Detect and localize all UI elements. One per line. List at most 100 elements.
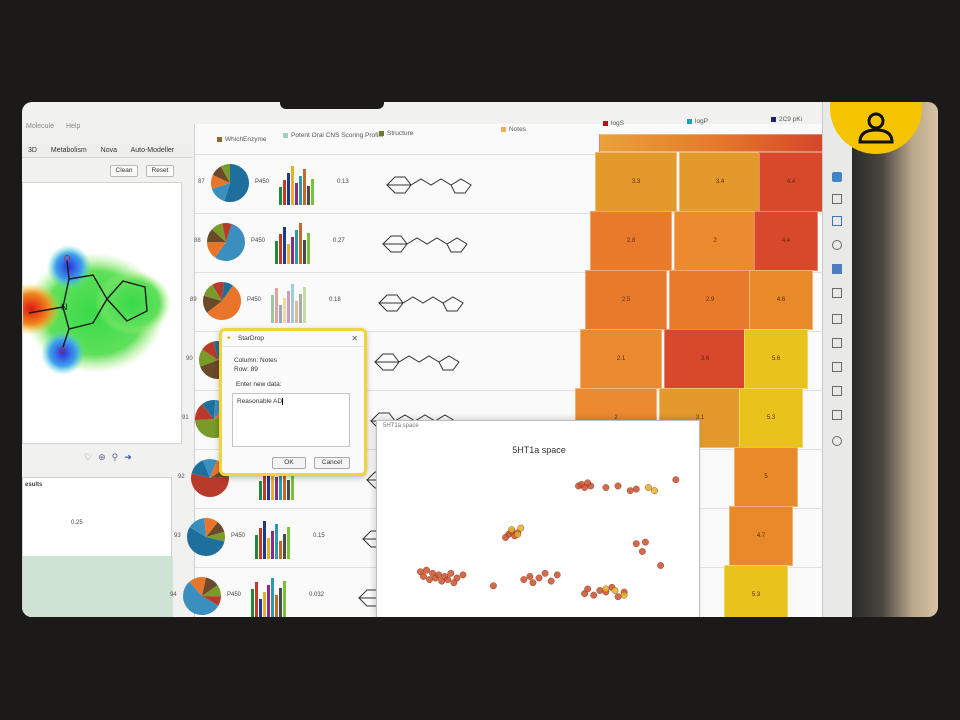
structure-swatch xyxy=(379,131,384,136)
arrow-right-icon[interactable]: ➜ xyxy=(124,452,132,462)
cns-bar xyxy=(287,173,290,205)
cns-bar xyxy=(287,480,290,500)
table-icon[interactable] xyxy=(832,216,842,226)
heatmap-cell[interactable]: 4.4 xyxy=(754,211,818,271)
row-number: 91 xyxy=(182,415,189,421)
cns-bar-chart xyxy=(271,284,306,323)
heatmap-cell[interactable]: 2.5 xyxy=(585,270,667,330)
scatter-point xyxy=(596,587,604,594)
app-window: Molecule Help 3D Metabolism Nova Auto-Mo… xyxy=(22,102,827,617)
refresh-icon[interactable] xyxy=(832,386,842,396)
cns-bar xyxy=(263,474,266,500)
flask-icon[interactable] xyxy=(832,172,842,182)
cns-bar xyxy=(287,291,290,323)
tab-metabolism[interactable]: Metabolism xyxy=(50,147,87,154)
ok-button[interactable]: OK xyxy=(272,457,306,469)
heatmap-cell[interactable]: 3.3 xyxy=(595,152,677,212)
viewer-toolbar: ♡ ⊕ ⚲ ➜ xyxy=(84,452,180,466)
col-header-enzyme[interactable]: WhichEnzyme xyxy=(217,136,267,143)
cancel-button[interactable]: Cancel xyxy=(314,457,350,469)
col-header-structure[interactable]: Structure xyxy=(379,130,413,137)
tab-nova[interactable]: Nova xyxy=(100,147,117,154)
heatmap-cell[interactable]: 5.3 xyxy=(724,565,788,617)
link-icon[interactable] xyxy=(832,362,842,372)
col-header-logs[interactable]: logS xyxy=(603,120,624,127)
cns-bar xyxy=(295,301,298,323)
heatmap-cell[interactable]: 2.9 xyxy=(669,270,751,330)
row-number: 88 xyxy=(194,238,201,244)
zoom-icon[interactable] xyxy=(832,240,842,250)
heatmap-cell[interactable]: 2.1 xyxy=(580,329,662,389)
heatmap-cell[interactable]: 4.6 xyxy=(749,270,813,330)
heatmap-cell[interactable]: 4.4 xyxy=(759,152,823,212)
results-value: 0.25 xyxy=(71,520,83,526)
compare-icon[interactable] xyxy=(832,314,842,324)
settings-icon[interactable] xyxy=(832,410,842,420)
scatter-plot xyxy=(417,476,680,601)
logs-swatch xyxy=(603,121,608,126)
col-header-notes[interactable]: Notes xyxy=(501,126,526,133)
chart-icon[interactable] xyxy=(832,264,842,274)
table-row[interactable]: 88 P450 0.27 xyxy=(194,213,823,271)
cns-bar-chart xyxy=(275,223,310,264)
col-header-pki[interactable]: 2C9 pKi xyxy=(771,116,802,123)
menu-help[interactable]: Help xyxy=(65,123,81,130)
help-icon[interactable] xyxy=(832,436,842,446)
cns-bar xyxy=(283,180,286,205)
pie-slice xyxy=(211,223,226,242)
scatter-window[interactable]: 5HT1a space 5HT1a space xyxy=(376,420,700,617)
grid-icon[interactable] xyxy=(832,194,842,204)
heatmap-cell[interactable]: 4.7 xyxy=(729,506,793,566)
scatter-point xyxy=(657,562,664,569)
search-icon[interactable]: ⚲ xyxy=(111,452,119,462)
heatmap-cell[interactable]: 5.3 xyxy=(739,388,803,448)
cns-bar-chart xyxy=(251,578,286,617)
tab-3d[interactable]: 3D xyxy=(28,147,37,154)
menu-molecule[interactable]: Molecule xyxy=(26,123,55,130)
heart-icon[interactable]: ♡ xyxy=(84,452,93,462)
enzyme-pie-chart xyxy=(203,282,241,320)
pie-slice xyxy=(206,285,241,320)
col-structure-label: Structure xyxy=(387,130,414,137)
reset-button[interactable]: Reset xyxy=(146,165,174,177)
heatmap-cell[interactable]: 2.8 xyxy=(590,211,672,271)
col-header-logp[interactable]: logP xyxy=(687,118,708,125)
text-caret: ​ xyxy=(282,398,284,405)
cns-bar xyxy=(283,463,286,500)
cns-bar xyxy=(283,298,286,323)
pie-slice xyxy=(201,400,216,419)
camera-notch xyxy=(280,102,384,109)
tab-auto-modeller[interactable]: Auto-Modeller xyxy=(130,147,175,154)
cns-bar xyxy=(255,535,258,559)
cns-bar-chart xyxy=(255,521,290,559)
zoom-icon[interactable]: ⊕ xyxy=(98,452,106,462)
cns-bar xyxy=(279,541,282,559)
pie-slice xyxy=(189,518,206,537)
filter-icon[interactable] xyxy=(832,288,842,298)
pie-slice xyxy=(195,404,214,421)
cns-bar xyxy=(291,166,294,205)
heatmap-cell[interactable]: 5.6 xyxy=(744,329,808,389)
scatter-point xyxy=(435,571,443,579)
col-header-cns[interactable]: Potent Oral CNS Scoring Profile xyxy=(283,132,383,139)
heatmap-cell[interactable]: 2 xyxy=(674,211,756,271)
heatmap-cell[interactable]: 3.4 xyxy=(679,152,761,212)
enzyme-pie-chart xyxy=(187,518,225,556)
pie-slice xyxy=(204,518,218,537)
layers-icon[interactable] xyxy=(832,338,842,348)
cns-bar xyxy=(267,585,270,617)
molecule-viewer[interactable]: N O O xyxy=(22,182,182,444)
pie-slice xyxy=(211,183,230,202)
col-cns-label: Potent Oral CNS Scoring Profile xyxy=(291,132,384,139)
cns-bar xyxy=(295,183,298,205)
heatmap-cell[interactable]: 3.6 xyxy=(664,329,746,389)
table-row[interactable]: 89 P450 0.18 xyxy=(190,272,823,330)
clean-button[interactable]: Clean xyxy=(110,165,138,177)
heatmap-cell[interactable]: 5 xyxy=(734,447,798,507)
table-row[interactable]: 87 P450 0.13 xyxy=(195,154,823,212)
background-scene xyxy=(852,102,938,617)
enzyme-value: P450 xyxy=(251,238,266,244)
close-icon[interactable]: ✕ xyxy=(351,334,358,343)
notes-input[interactable]: Reasonable AD​ xyxy=(232,393,350,447)
cns-bar-chart xyxy=(259,460,294,500)
